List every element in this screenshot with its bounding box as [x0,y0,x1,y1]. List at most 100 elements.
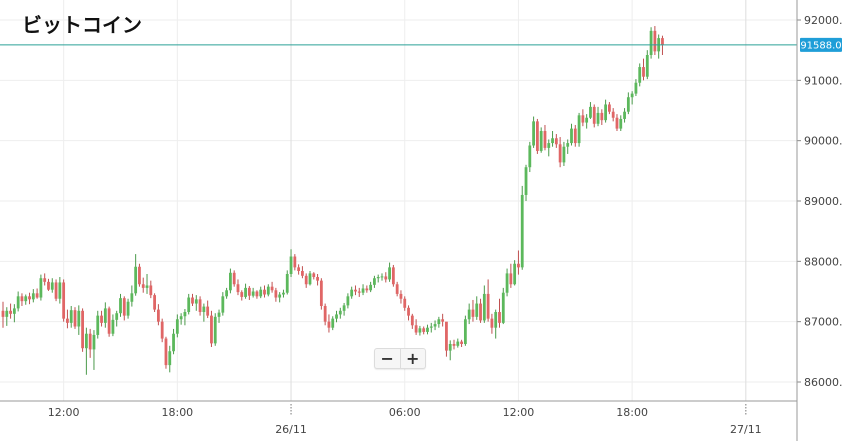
candle-body [103,308,107,323]
candle-body [380,276,384,278]
y-tick-label: 90000.0 [804,135,842,148]
candle [240,290,244,301]
candle-body [426,327,429,332]
candle-body [327,321,331,328]
candle [175,314,179,338]
candle [653,26,657,55]
candle-body [407,307,410,316]
candle-body [255,291,259,297]
candle [608,102,611,115]
candle [369,281,373,293]
candle-body [263,289,266,295]
candle [547,139,551,157]
candle-body [543,131,547,148]
candle [92,330,96,370]
candle [149,280,153,299]
candle [342,302,346,316]
candle [482,285,486,323]
candle-body [145,285,149,288]
candle-body [403,298,407,308]
candle [426,324,429,335]
candle-body [210,315,213,344]
candle-body [486,293,490,319]
candle-body [77,310,81,327]
candle [255,290,259,299]
zoom-out-button[interactable]: − [380,348,394,368]
candle [183,308,187,326]
candle [16,291,20,312]
candle [528,141,532,173]
candle-body [354,289,357,292]
y-tick-label: 87000.0 [804,316,842,329]
zoom-in-button[interactable]: + [399,349,426,368]
candle [50,278,54,293]
candle-body [350,289,354,297]
candle-body [418,328,422,333]
candle [28,292,31,305]
candle-body [172,333,175,352]
candle-body [266,286,270,295]
candle-body [505,273,509,293]
candle [642,58,645,81]
candle-body [28,296,31,300]
candle [380,273,384,281]
x-tick-label: 12:00 [503,406,535,419]
candle [289,249,293,278]
candle [210,310,213,348]
candle-body [471,309,475,317]
candle [471,299,475,322]
candle-body [524,167,528,195]
candle-body [308,273,312,285]
candle-body [517,263,520,268]
candle-body [43,278,47,282]
candle-body [460,341,463,344]
candle-body [338,310,342,315]
candle-body [630,93,634,98]
y-tick-label: 92000.0 [804,14,842,27]
candle [592,104,596,128]
candle-body [168,351,172,366]
candle [130,285,134,307]
candle-body [96,315,100,335]
candle [58,277,62,304]
candle [338,307,342,319]
candle [524,164,528,201]
candle-body [175,319,179,334]
candle [259,286,263,299]
candle-body [179,316,183,320]
candle-body [520,194,524,268]
candle-body [221,296,225,313]
candle [266,284,270,297]
candle-body [645,54,649,77]
candle-body [422,328,426,332]
candle-body [240,292,244,297]
candle [62,279,66,322]
candle [9,303,12,319]
candle [156,304,160,326]
candle-body [156,309,160,322]
candle [153,293,156,313]
candle [615,114,619,132]
candle [107,306,111,337]
candle-body [452,343,456,346]
candle [217,309,221,323]
candle [422,326,426,335]
candle [282,289,285,298]
candle-body [554,138,558,145]
candle-body [448,343,452,351]
x-tick-label: 06:00 [389,406,421,419]
candle [543,124,547,151]
candle-body [399,293,403,299]
candle-body [153,295,156,310]
candle-body [183,312,187,317]
candle-body [270,286,274,291]
candle-body [236,284,240,293]
candle [5,307,9,326]
candle [490,313,494,334]
candle-body [88,333,92,350]
candle [486,279,490,322]
candle [81,308,84,352]
candle [456,338,460,348]
candle-body [54,282,58,299]
